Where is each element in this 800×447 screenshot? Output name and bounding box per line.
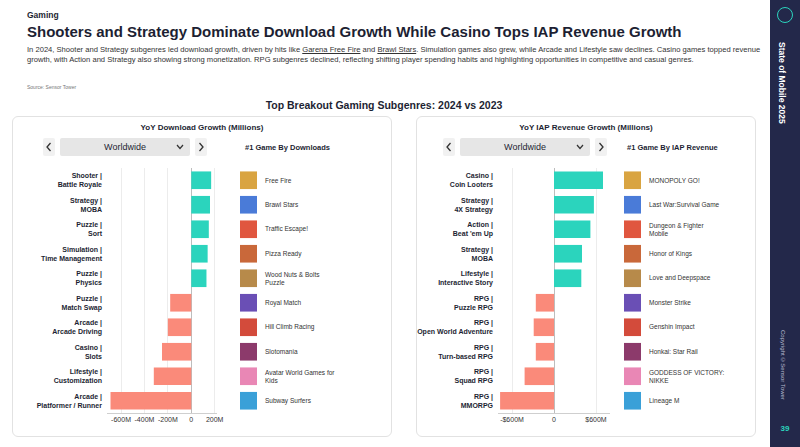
- html-text:State of Mobile 2025: State of Mobile 2025: [777, 42, 787, 124]
- svg-text:Royal Match: Royal Match: [265, 299, 302, 307]
- svg-text:$600M: $600M: [585, 416, 607, 423]
- svg-text:-600M: -600M: [111, 416, 131, 423]
- svg-text:RPG |MMORPG: RPG |MMORPG: [461, 393, 494, 409]
- svg-text:RPG |Puzzle RPG: RPG |Puzzle RPG: [454, 295, 493, 311]
- svg-text:Lifestyle |Customization: Lifestyle |Customization: [54, 368, 102, 384]
- svg-text:Arcade |Arcade Driving: Arcade |Arcade Driving: [52, 319, 102, 336]
- html-text:Gaming: Gaming: [27, 10, 59, 20]
- svg-text:Honkai: Star Rail: Honkai: Star Rail: [649, 348, 698, 355]
- svg-text:GODDESS OF VICTORY:NIKKE: GODDESS OF VICTORY:NIKKE: [649, 369, 724, 384]
- html-text:39: 39: [780, 424, 790, 433]
- html-text:#1 Game By IAP Revenue: #1 Game By IAP Revenue: [627, 143, 718, 152]
- svg-text:Strategy |MOBA: Strategy |MOBA: [70, 197, 102, 213]
- svg-text:0: 0: [552, 416, 556, 423]
- html-text:#1 Game By Downloads: #1 Game By Downloads: [245, 143, 330, 152]
- html-text:Copyright ©Sensor Tower: Copyright ©Sensor Tower: [780, 330, 786, 400]
- html-text:Source: Sensor Tower: Source: Sensor Tower: [27, 84, 77, 90]
- svg-text:-400M: -400M: [135, 416, 155, 423]
- svg-text:Monster Strike: Monster Strike: [649, 299, 691, 306]
- svg-text:Free Fire: Free Fire: [265, 177, 292, 184]
- svg-text:Subway Surfers: Subway Surfers: [265, 397, 312, 405]
- svg-text:Puzzle |Physics: Puzzle |Physics: [76, 270, 103, 287]
- svg-text:Action |Beat 'em Up: Action |Beat 'em Up: [453, 221, 493, 238]
- svg-text:-$600M: -$600M: [500, 416, 524, 423]
- svg-text:Casino |Slots: Casino |Slots: [75, 344, 102, 360]
- svg-text:Pizza Ready: Pizza Ready: [265, 250, 302, 258]
- svg-text:RPG |Open World Adventure: RPG |Open World Adventure: [417, 319, 493, 336]
- html-text:In 2024, Shooter and Strategy: In 2024, Shooter and Strategy subgenres …: [27, 45, 761, 64]
- html-text:Worldwide: Worldwide: [504, 142, 546, 152]
- svg-text:Wood Nuts & BoltsPuzzle: Wood Nuts & BoltsPuzzle: [265, 271, 320, 286]
- svg-text:Hill Climb Racing: Hill Climb Racing: [265, 323, 315, 331]
- svg-text:Genshin Impact: Genshin Impact: [649, 323, 695, 331]
- svg-text:Lifestyle |Interactive Story: Lifestyle |Interactive Story: [438, 270, 493, 287]
- svg-text:0: 0: [189, 416, 193, 423]
- svg-text:Love and Deepspace: Love and Deepspace: [649, 274, 711, 282]
- svg-text:200M: 200M: [206, 416, 224, 423]
- svg-text:Slotomania: Slotomania: [265, 348, 298, 355]
- svg-text:Shooter |Battle Royale: Shooter |Battle Royale: [58, 172, 102, 189]
- html-text:YoY IAP Revenue Growth (Millio: YoY IAP Revenue Growth (Millions): [519, 123, 653, 132]
- svg-text:RPG |Squad RPG: RPG |Squad RPG: [454, 368, 493, 385]
- svg-text:Brawl Stars: Brawl Stars: [265, 201, 299, 208]
- svg-text:-200M: -200M: [158, 416, 178, 423]
- svg-text:Dungeon & FighterMobile: Dungeon & FighterMobile: [649, 222, 704, 237]
- svg-text:Puzzle |Match Swap: Puzzle |Match Swap: [62, 295, 102, 312]
- svg-text:Simulation |Time Management: Simulation |Time Management: [41, 246, 103, 263]
- svg-text:Strategy |4X Strategy: Strategy |4X Strategy: [454, 197, 493, 214]
- svg-text:Traffic Escape!: Traffic Escape!: [265, 225, 308, 233]
- html-text:Top Breakout Gaming Subgenres:: Top Breakout Gaming Subgenres: 2024 vs 2…: [265, 99, 503, 111]
- svg-text:Lineage M: Lineage M: [649, 397, 679, 405]
- svg-text:Casino |Coin Looters: Casino |Coin Looters: [450, 172, 493, 188]
- svg-text:Last War:Survival Game: Last War:Survival Game: [649, 201, 720, 208]
- svg-text:Arcade |Platformer / Runner: Arcade |Platformer / Runner: [37, 393, 103, 409]
- html-text:YoY Download Growth (Millions): YoY Download Growth (Millions): [140, 123, 264, 132]
- svg-text:Strategy |MOBA: Strategy |MOBA: [461, 246, 493, 262]
- svg-text:RPG |Turn-based RPG: RPG |Turn-based RPG: [438, 344, 493, 360]
- svg-text:Puzzle |Sort: Puzzle |Sort: [76, 221, 102, 237]
- svg-text:Honor of Kings: Honor of Kings: [649, 250, 693, 258]
- html-text:Worldwide: Worldwide: [104, 142, 146, 152]
- svg-text:Avatar World Games forKids: Avatar World Games forKids: [265, 369, 335, 384]
- svg-text:MONOPOLY GO!: MONOPOLY GO!: [649, 177, 700, 184]
- html-text:Shooters and Strategy Dominate: Shooters and Strategy Dominate Download …: [27, 23, 682, 40]
